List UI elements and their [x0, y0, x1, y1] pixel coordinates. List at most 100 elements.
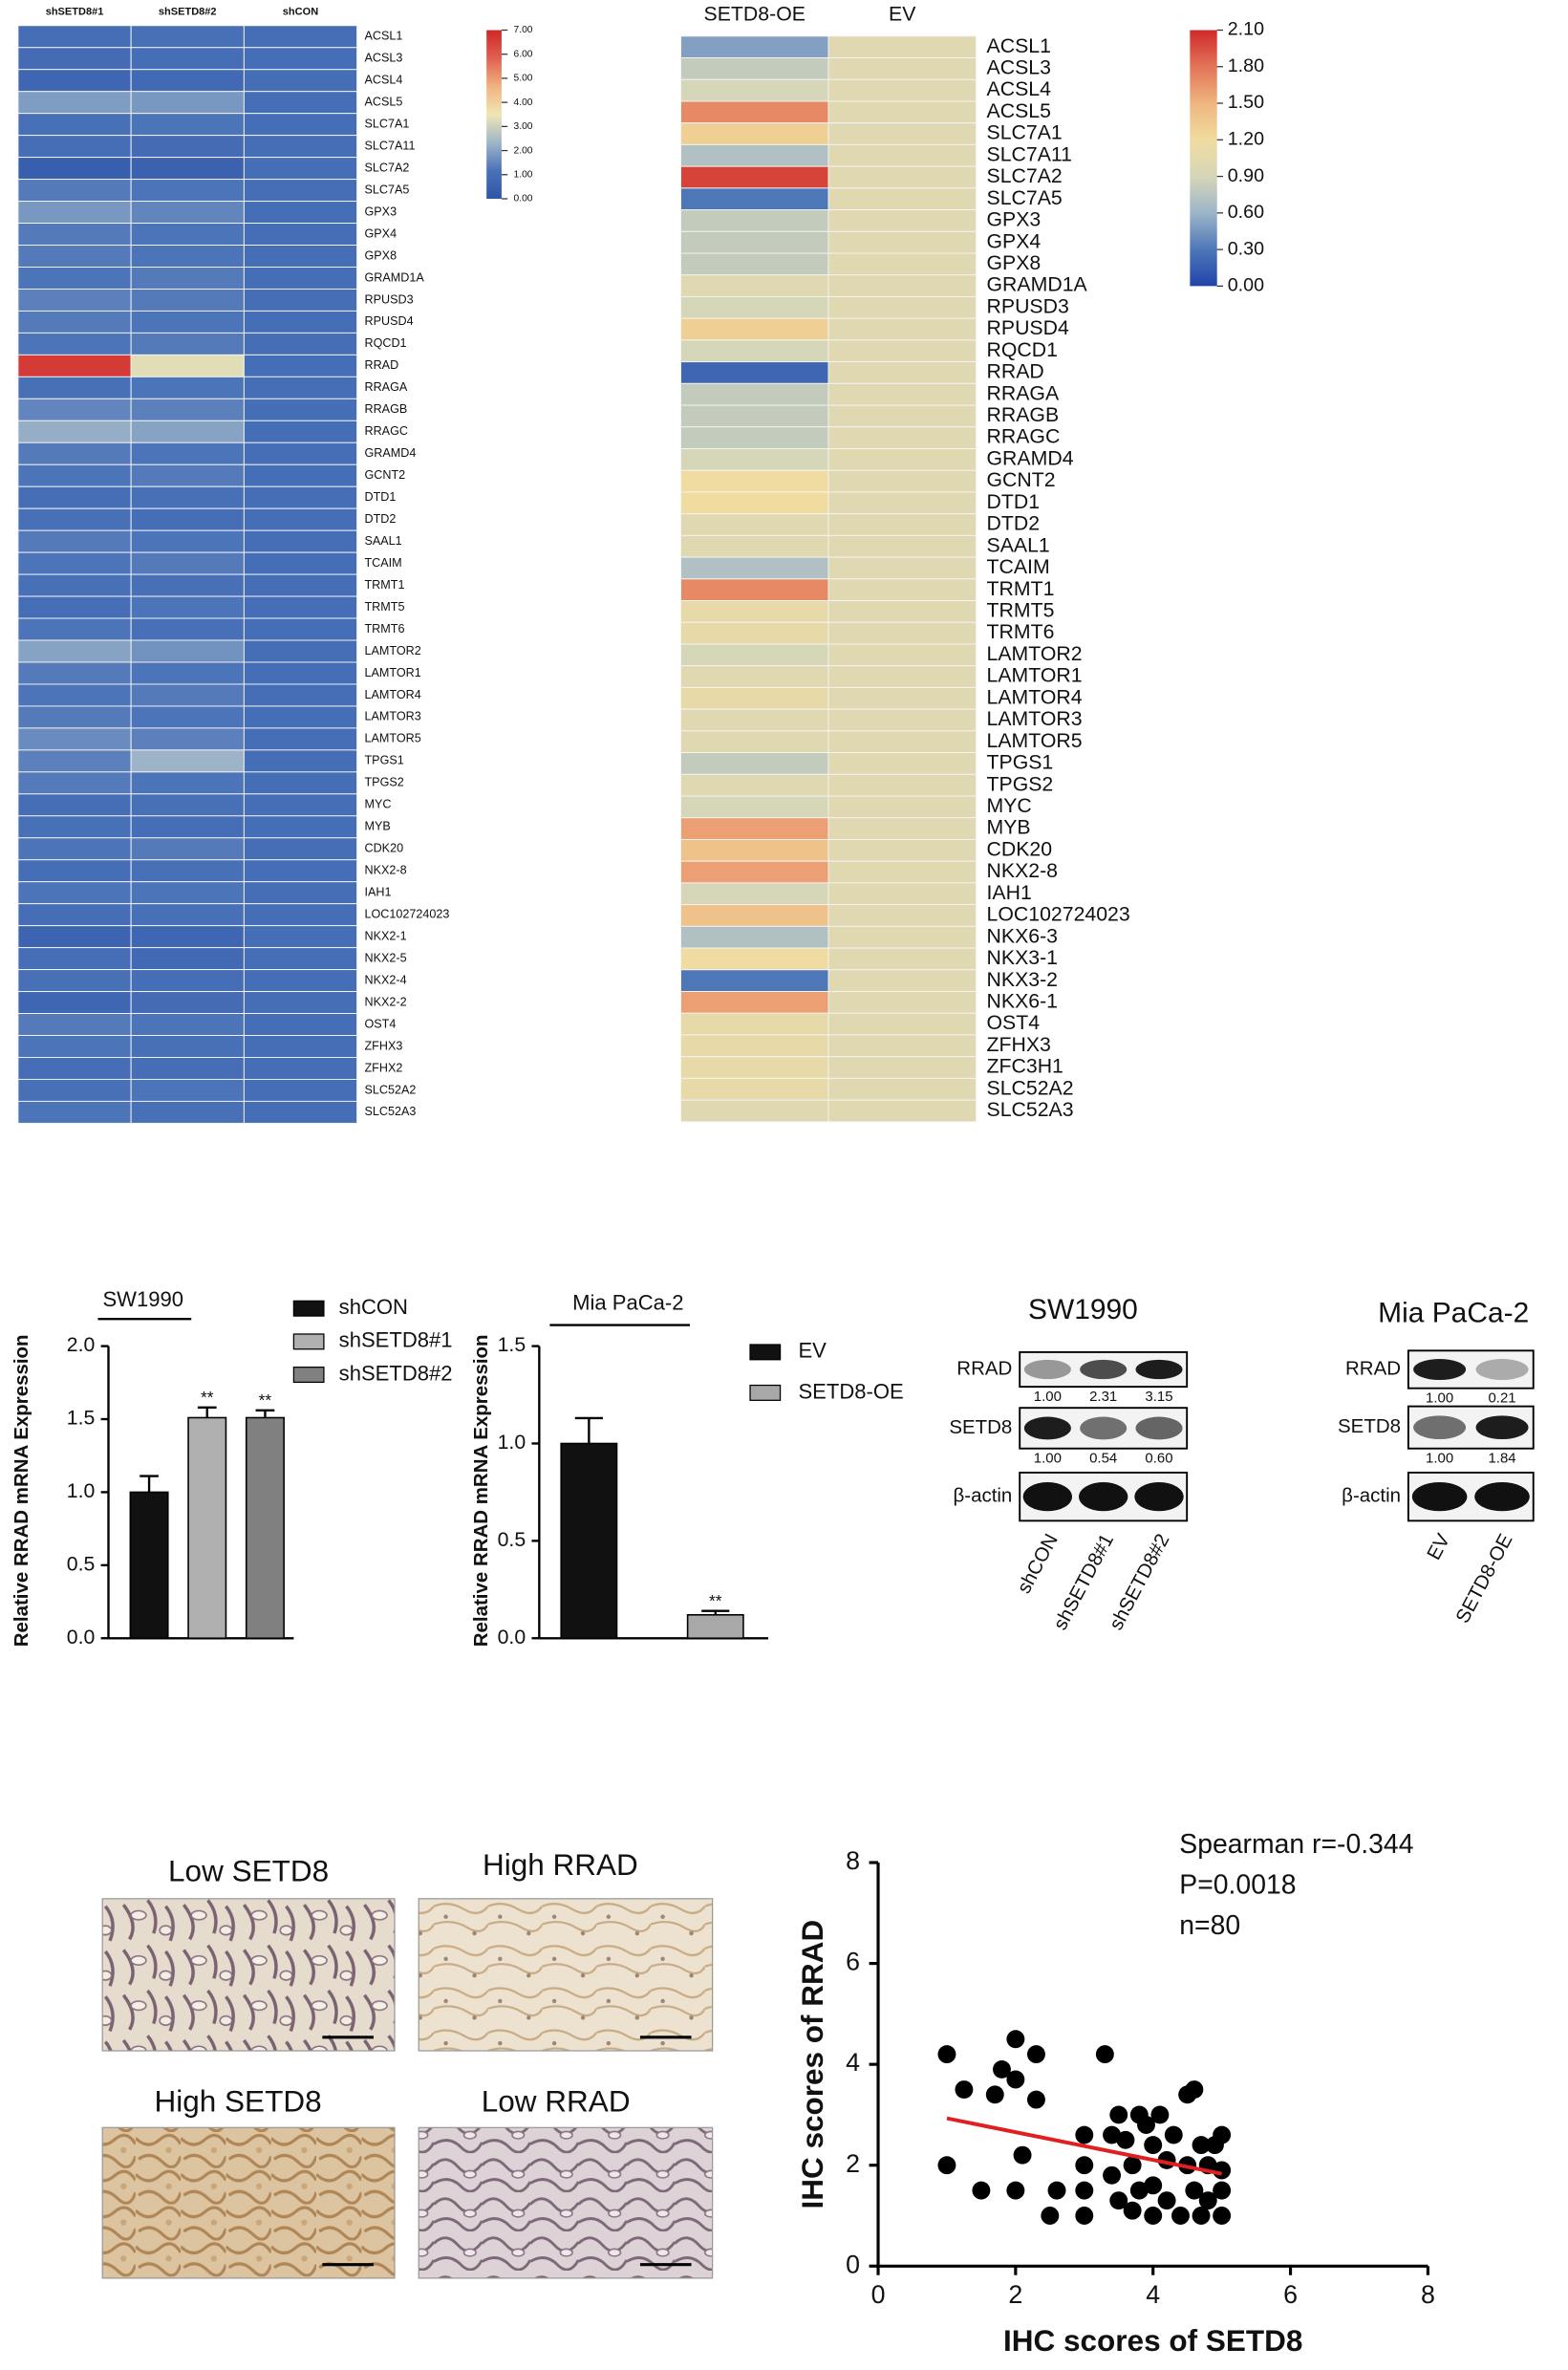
y-tick-label: 6 — [846, 1948, 860, 1976]
row-label: NKX2-4 — [364, 973, 406, 986]
heatmap-cell — [827, 795, 977, 819]
scatter-point — [1109, 2191, 1128, 2210]
heatmap-cell — [17, 157, 132, 181]
y-axis-label: IHC scores of RRAD — [795, 1920, 829, 2209]
heatmap-cell — [130, 1078, 245, 1102]
heatmap-cell — [243, 749, 358, 773]
heatmap-cell — [243, 267, 358, 290]
heatmap-cell — [243, 1013, 358, 1036]
heatmap-cell — [827, 534, 977, 558]
row-label: SLC7A5 — [987, 186, 1063, 209]
heatmap-cell — [680, 274, 829, 297]
row-label: ACSL1 — [987, 34, 1051, 57]
colorbar-label: 1.80 — [1228, 55, 1264, 76]
heatmap-cell — [130, 925, 245, 949]
heatmap-cell — [17, 683, 132, 707]
heatmap-cell — [243, 157, 358, 181]
scatter-point — [1109, 2105, 1128, 2124]
heatmap-cell — [130, 157, 245, 181]
heatmap-cell — [827, 1012, 977, 1036]
row-label: ACSL5 — [987, 99, 1051, 122]
heatmap-cell — [17, 288, 132, 312]
heatmap-cell — [827, 643, 977, 667]
scatter-point — [985, 2085, 1004, 2104]
heatmap-cell — [17, 420, 132, 443]
panel-label: Low SETD8 — [168, 1853, 329, 1887]
ihc-image — [101, 2126, 396, 2279]
blot-row-label: RRAD — [956, 1357, 1012, 1379]
heatmap-cell — [827, 404, 977, 428]
row-label: DTD1 — [364, 490, 396, 504]
heatmap-cell — [680, 382, 829, 406]
blot-band — [1475, 1358, 1529, 1381]
heatmap-cell — [243, 507, 358, 531]
heatmap-cell — [680, 404, 829, 428]
heatmap-cell — [827, 578, 977, 602]
heatmap-cell — [130, 179, 245, 203]
heatmap-cell — [130, 705, 245, 729]
colorbar-label: 0.90 — [1228, 165, 1264, 186]
heatmap-cell — [680, 621, 829, 645]
blot-row-label: β-actin — [953, 1485, 1012, 1507]
fit-line — [946, 2116, 1223, 2176]
heatmap-cell — [17, 442, 132, 465]
heatmap-cell — [130, 881, 245, 905]
scatter-point — [1144, 2176, 1163, 2195]
row-label: SAAL1 — [987, 533, 1050, 556]
heatmap-cell — [827, 1099, 977, 1123]
x-tick-label: 8 — [1421, 2280, 1435, 2309]
heatmap-cell — [680, 925, 829, 949]
blot-quant: 1.00 — [1426, 1390, 1453, 1407]
column-header: shSETD8#2 — [159, 7, 217, 18]
legend-swatch — [292, 1300, 325, 1317]
row-label: SLC7A1 — [987, 121, 1063, 144]
blot-row-label: SETD8 — [1338, 1415, 1401, 1437]
heatmap-cell — [827, 925, 977, 949]
heatmap-cell — [243, 595, 358, 619]
scatter-point — [1213, 2181, 1232, 2200]
error-bar — [255, 1409, 275, 1418]
x-tick-label: 0 — [871, 2280, 886, 2309]
heatmap-cell — [680, 1077, 829, 1101]
bar — [245, 1416, 285, 1640]
scatter-point — [1185, 2080, 1204, 2099]
heatmap-cell — [680, 730, 829, 754]
row-label: GRAMD1A — [987, 273, 1088, 296]
chart-title: Mia PaCa-2 — [572, 1290, 683, 1314]
ihc-image — [418, 2126, 714, 2279]
x-tick-label: 6 — [1283, 2280, 1298, 2309]
row-label: GCNT2 — [987, 468, 1056, 491]
colorbar-label: 0.00 — [1228, 275, 1264, 296]
heatmap-cell — [17, 639, 132, 663]
row-label: SLC52A3 — [364, 1105, 416, 1118]
colorbar-label: 1.20 — [1228, 129, 1264, 150]
row-label: RPUSD4 — [987, 316, 1069, 339]
error-bar — [701, 1609, 730, 1615]
heatmap-cell — [680, 752, 829, 775]
heatmap-cell — [17, 113, 132, 137]
scatter-point — [1192, 2136, 1211, 2155]
heatmap-cell — [130, 529, 245, 553]
blot-band — [1080, 1416, 1128, 1440]
row-label: TPGS2 — [987, 772, 1054, 795]
heatmap-cell — [243, 354, 358, 377]
colorbar-label: 3.00 — [514, 121, 533, 132]
blot-row-label: SETD8 — [949, 1416, 1012, 1438]
row-label: RPUSD3 — [987, 294, 1069, 317]
heatmap-cell — [17, 573, 132, 597]
scatter-point — [1103, 2165, 1122, 2185]
bar — [129, 1491, 169, 1640]
heatmap-cell — [130, 113, 245, 137]
heatmap-cell — [130, 442, 245, 465]
heatmap-cell — [243, 113, 358, 137]
heatmap-cell — [17, 69, 132, 93]
heatmap-cell — [130, 815, 245, 839]
heatmap-cell — [680, 100, 829, 124]
heatmap-cell — [827, 708, 977, 732]
colorbar-label: 5.00 — [514, 74, 533, 84]
heatmap-cell — [827, 556, 977, 580]
heatmap-cell — [680, 882, 829, 906]
legend-swatch — [292, 1367, 325, 1384]
scatter-point — [1150, 2105, 1170, 2124]
y-tick-label: 0.5 — [67, 1552, 96, 1575]
